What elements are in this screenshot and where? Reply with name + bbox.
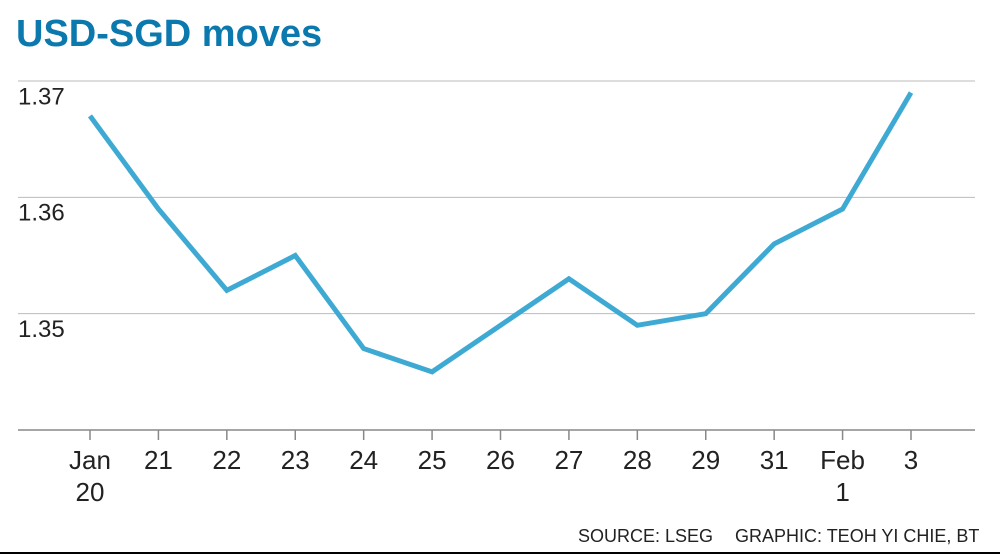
- x-tick-label: 3: [903, 445, 919, 475]
- x-tick-label: 27: [554, 445, 584, 475]
- x-tick-label: 25: [417, 445, 447, 475]
- x-tick-label: 26: [486, 445, 515, 475]
- source: SOURCE: LSEG: [578, 526, 713, 546]
- x-tick-label: 22: [212, 445, 242, 475]
- y-tick-label: 1.37: [18, 83, 65, 110]
- x-tick-label: 21: [143, 445, 173, 475]
- x-tick-label: 24: [349, 445, 379, 475]
- credit: GRAPHIC: TEOH YI CHIE, BT: [735, 526, 979, 546]
- x-tick-label: 31: [759, 445, 789, 475]
- x-tick-label: 23: [280, 445, 310, 475]
- chart-title: USD-SGD moves: [16, 13, 322, 55]
- x-tick-label: Feb 1: [820, 445, 865, 507]
- y-tick-label: 1.35: [18, 316, 65, 343]
- line-series: [87, 91, 914, 375]
- x-tick-label: 29: [691, 445, 721, 475]
- x-tick-label: 28: [622, 445, 652, 475]
- y-tick-label: 1.36: [18, 200, 65, 227]
- x-tick-label: Jan 20: [69, 445, 111, 507]
